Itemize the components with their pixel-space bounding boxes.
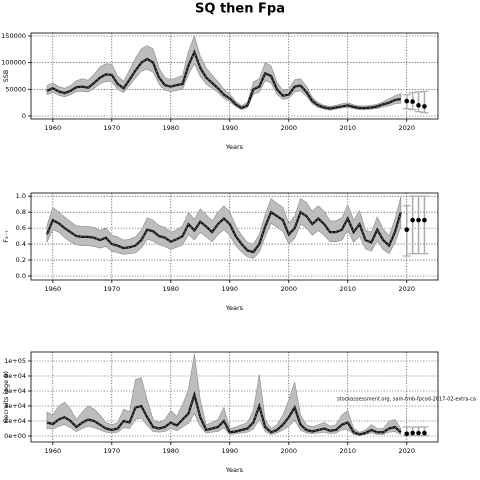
x-tick-label: 1960	[45, 124, 62, 132]
y-tick-label: 8e+04	[4, 372, 26, 380]
forecast-point	[410, 99, 415, 104]
x-tick-label: 2010	[339, 124, 356, 132]
forecast-point	[404, 98, 410, 104]
y-axis-label: Recruits (age 0)	[2, 371, 10, 423]
x-tick-label: 1990	[222, 285, 239, 293]
forecast-point	[404, 431, 410, 437]
x-tick-label: 1970	[104, 285, 121, 293]
y-tick-label: 6e+04	[4, 387, 26, 395]
x-tick-label: 1970	[104, 447, 121, 455]
forecast-point	[416, 103, 421, 108]
forecast-point	[416, 217, 421, 223]
estimate-line-dash	[46, 51, 401, 109]
x-tick-label: 2020	[398, 124, 415, 132]
confidence-band	[46, 196, 402, 259]
y-tick-label: 0.4	[16, 240, 26, 248]
x-axis-label: Years	[225, 143, 244, 151]
x-tick-label: 2020	[398, 447, 415, 455]
y-tick-label: 0.0	[16, 272, 26, 280]
y-tick-label: 0.8	[16, 208, 26, 216]
estimate-line	[45, 210, 402, 254]
x-axis-label: Years	[225, 304, 244, 312]
forecast-point	[410, 217, 415, 223]
y-tick-label: 50000	[5, 85, 26, 93]
x-tick-label: 1980	[163, 124, 180, 132]
plot-frame	[30, 351, 439, 443]
plot-frame	[30, 32, 439, 120]
forecast-point	[422, 104, 427, 109]
x-tick-label: 2000	[280, 285, 297, 293]
x-axis-label: Years	[225, 466, 244, 474]
estimate-line-dash	[46, 393, 402, 435]
x-tick-label: 1990	[222, 447, 239, 455]
y-tick-label: 1e+05	[4, 357, 26, 365]
y-axis-label: F₃₋₇	[2, 230, 10, 243]
y-tick-label: 150000	[1, 32, 26, 40]
forecast-point	[404, 227, 410, 233]
x-tick-label: 1960	[45, 447, 62, 455]
x-tick-label: 2010	[339, 447, 356, 455]
forecast-point	[422, 430, 427, 436]
forecast-point	[410, 430, 415, 436]
x-tick-label: 1970	[104, 124, 121, 132]
x-tick-label: 2010	[339, 285, 356, 293]
y-tick-label: 0	[22, 112, 26, 120]
forecast-point	[422, 217, 427, 223]
confidence-band	[46, 353, 402, 436]
annotation: stockassessment.org, sam-tmb-fpcod-2017-…	[337, 397, 476, 403]
x-tick-label: 1980	[163, 447, 180, 455]
x-tick-label: 2000	[280, 447, 297, 455]
y-tick-label: 1.0	[16, 192, 26, 200]
y-tick-label: 0.2	[16, 256, 26, 264]
x-tick-label: 1960	[45, 285, 62, 293]
x-tick-label: 1990	[222, 124, 239, 132]
y-tick-label: 100000	[1, 59, 26, 67]
figure-title: SQ then Fpa	[195, 2, 285, 17]
y-tick-label: 2e+04	[4, 417, 26, 425]
y-tick-label: 4e+04	[4, 402, 26, 410]
y-tick-label: 0e+00	[4, 432, 26, 440]
forecast-point	[416, 430, 421, 436]
x-tick-label: 2000	[280, 124, 297, 132]
x-tick-label: 1980	[163, 285, 180, 293]
plot-frame	[30, 192, 439, 281]
y-tick-label: 0.6	[16, 224, 26, 232]
y-axis-label: SSB	[2, 70, 10, 83]
x-tick-label: 2020	[398, 285, 415, 293]
